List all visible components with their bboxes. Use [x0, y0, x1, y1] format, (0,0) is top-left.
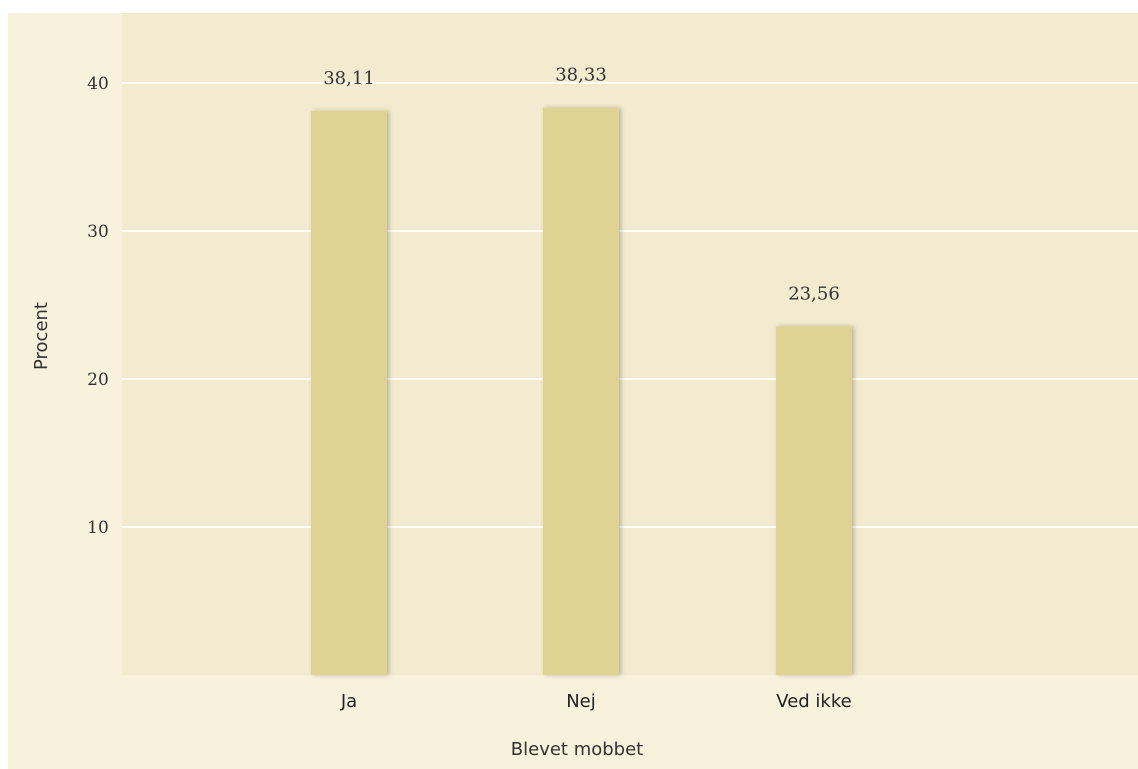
y-axis-ticks: 10 20 30 40	[87, 74, 109, 538]
bar-nej	[543, 107, 619, 675]
data-label-ja: 38,11	[323, 68, 375, 89]
gridlines	[122, 82, 1138, 528]
y-tick-label-30: 30	[87, 222, 109, 242]
data-label-nej: 38,33	[555, 65, 607, 86]
bar-ja	[311, 110, 387, 676]
data-label-ved-ikke: 23,56	[788, 283, 840, 304]
bars	[311, 107, 852, 676]
x-tick-label-nej: Nej	[566, 691, 596, 712]
x-axis-labels: Ja Nej Ved ikke	[340, 691, 852, 712]
x-tick-label-ved-ikke: Ved ikke	[776, 691, 851, 712]
bar-chart: 10 20 30 40 Ja Nej Ved ikke 38,11 38,33 23,56 P…	[31, 13, 1138, 760]
plot-area	[122, 13, 1138, 675]
chart-frame: 10 20 30 40 Ja Nej Ved ikke 38,11 38,33 23,56 P…	[8, 13, 1138, 769]
y-tick-label-10: 10	[87, 518, 109, 538]
data-labels: 38,11 38,33 23,56	[323, 65, 840, 305]
y-axis-title: Procent	[31, 302, 52, 370]
y-tick-label-40: 40	[87, 74, 109, 94]
x-tick-label-ja: Ja	[340, 691, 357, 712]
x-axis-title: Blevet mobbet	[511, 739, 643, 760]
y-tick-label-20: 20	[87, 370, 109, 390]
bar-ved-ikke	[776, 326, 852, 675]
